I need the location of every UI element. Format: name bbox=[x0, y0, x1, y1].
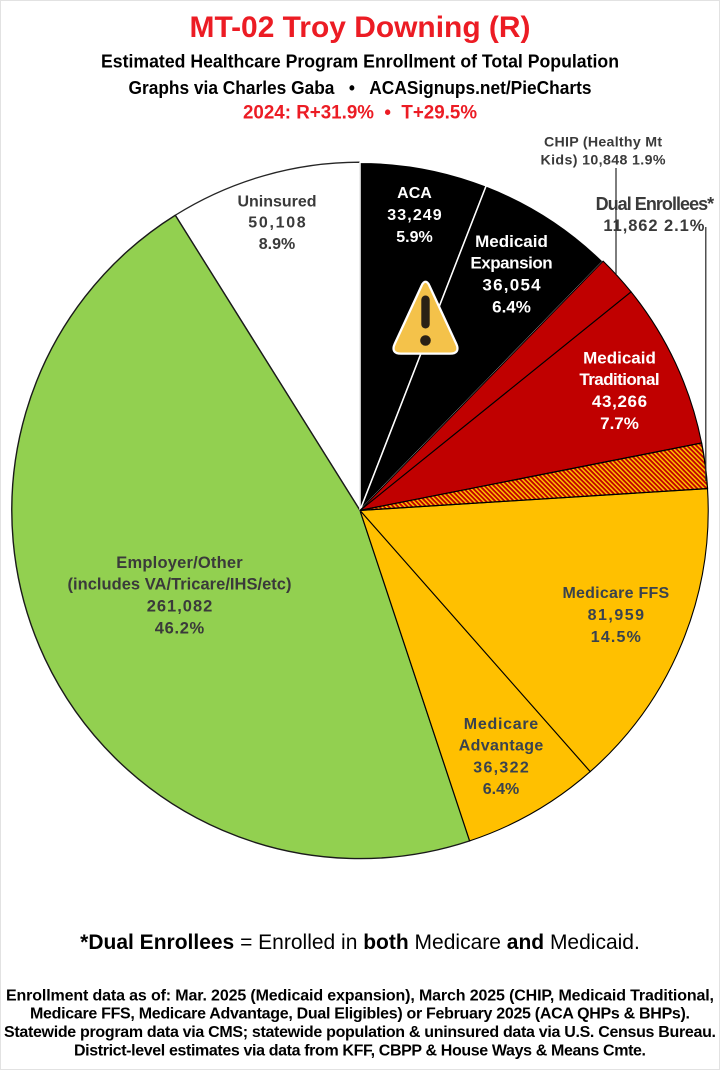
svg-text:*Dual Enrollees = Enrolled in: *Dual Enrollees = Enrolled in both Medic… bbox=[80, 931, 640, 954]
svg-text:Medicaid: Medicaid bbox=[475, 232, 548, 251]
svg-text:33,249: 33,249 bbox=[387, 207, 441, 224]
svg-text:Advantage: Advantage bbox=[459, 738, 544, 755]
svg-text:46.2%: 46.2% bbox=[155, 619, 205, 637]
svg-text:Uninsured: Uninsured bbox=[237, 193, 316, 210]
svg-text:Traditional: Traditional bbox=[579, 370, 659, 389]
svg-text:50,108: 50,108 bbox=[248, 215, 305, 232]
svg-text:6.4%: 6.4% bbox=[492, 298, 531, 317]
svg-text:Employer/Other: Employer/Other bbox=[116, 554, 243, 572]
svg-text:43,266: 43,266 bbox=[592, 392, 647, 411]
svg-text:81,959: 81,959 bbox=[588, 607, 644, 624]
svg-text:36,054: 36,054 bbox=[482, 276, 541, 295]
svg-text:6.4%: 6.4% bbox=[483, 781, 519, 798]
svg-text:14.5%: 14.5% bbox=[591, 629, 641, 646]
svg-text:2024: R+31.9% • T+29.5%: 2024: R+31.9% • T+29.5% bbox=[243, 102, 477, 124]
svg-text:Expansion: Expansion bbox=[470, 254, 552, 273]
svg-text:Estimated Healthcare Program E: Estimated Healthcare Program Enrollment … bbox=[101, 52, 619, 72]
svg-text:ACA: ACA bbox=[397, 185, 432, 202]
svg-text:Kids) 10,848 1.9%: Kids) 10,848 1.9% bbox=[541, 153, 666, 169]
svg-text:Dual Enrollees*: Dual Enrollees* bbox=[596, 194, 715, 214]
svg-text:Statewide program data via CMS: Statewide program data via CMS; statewid… bbox=[4, 1024, 716, 1041]
svg-text:MT-02 Troy Downing (R): MT-02 Troy Downing (R) bbox=[190, 11, 531, 44]
svg-text:Medicaid: Medicaid bbox=[583, 348, 656, 367]
svg-text:District-level estimates via d: District-level estimates via data from K… bbox=[74, 1042, 646, 1059]
svg-text:5.9%: 5.9% bbox=[396, 229, 432, 246]
svg-text:8.9%: 8.9% bbox=[259, 236, 295, 253]
svg-text:Graphs via Charles Gaba •: Graphs via Charles Gaba • ACASignups.net… bbox=[129, 78, 592, 98]
svg-text:CHIP (Healthy Mt: CHIP (Healthy Mt bbox=[544, 135, 662, 151]
svg-text:Enrollment data as of: Mar. 20: Enrollment data as of: Mar. 2025 (Medica… bbox=[6, 987, 714, 1004]
svg-text:11,862 2.1%: 11,862 2.1% bbox=[603, 217, 704, 235]
svg-text:Medicare FFS, Medicare Advanta: Medicare FFS, Medicare Advantage, Dual E… bbox=[30, 1006, 690, 1023]
svg-text:(includes VA/Tricare/IHS/etc): (includes VA/Tricare/IHS/etc) bbox=[68, 576, 292, 594]
svg-text:Medicare: Medicare bbox=[464, 716, 538, 733]
svg-text:36,322: 36,322 bbox=[473, 760, 529, 777]
svg-text:7.7%: 7.7% bbox=[600, 414, 639, 433]
svg-text:Medicare FFS: Medicare FFS bbox=[562, 585, 669, 602]
svg-text:261,082: 261,082 bbox=[147, 598, 213, 616]
